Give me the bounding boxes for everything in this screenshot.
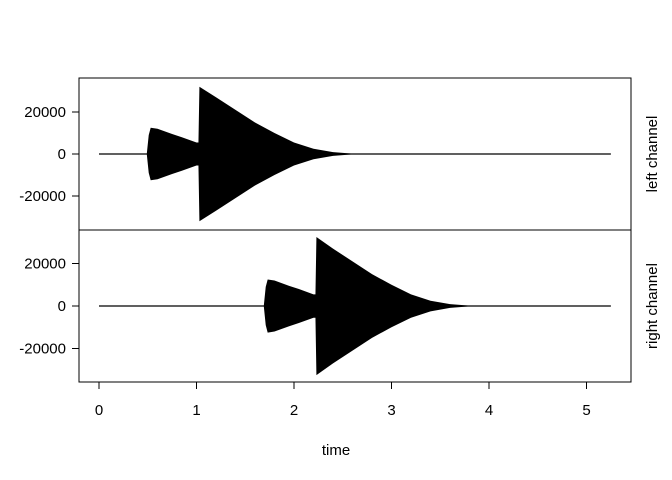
x-tick-label: 4 <box>485 402 493 419</box>
x-tick-label: 5 <box>582 402 590 419</box>
y-tick-label: 20000 <box>24 256 66 273</box>
panel-label: right channel <box>644 263 661 349</box>
panel-label: left channel <box>644 116 661 193</box>
panel-left-channel: 20000 0 -20000 left channel <box>19 86 661 222</box>
y-tick-label: 20000 <box>24 104 66 121</box>
panel-right-channel: 20000 0 -20000 right channel <box>19 236 661 376</box>
x-axis: 0 1 2 3 4 5 <box>95 381 591 419</box>
y-tick-label: -20000 <box>19 188 66 205</box>
x-axis-label: time <box>322 442 350 459</box>
y-tick-label: 0 <box>58 298 66 315</box>
y-axis: 20000 0 -20000 <box>19 256 79 358</box>
waveform-envelope <box>99 236 611 376</box>
waveform-envelope <box>99 86 611 222</box>
y-axis: 20000 0 -20000 <box>19 104 79 205</box>
x-tick-label: 2 <box>290 402 298 419</box>
y-tick-label: -20000 <box>19 341 66 358</box>
y-tick-label: 0 <box>58 146 66 163</box>
x-tick-label: 1 <box>192 402 200 419</box>
x-tick-label: 3 <box>387 402 395 419</box>
x-tick-label: 0 <box>95 402 103 419</box>
